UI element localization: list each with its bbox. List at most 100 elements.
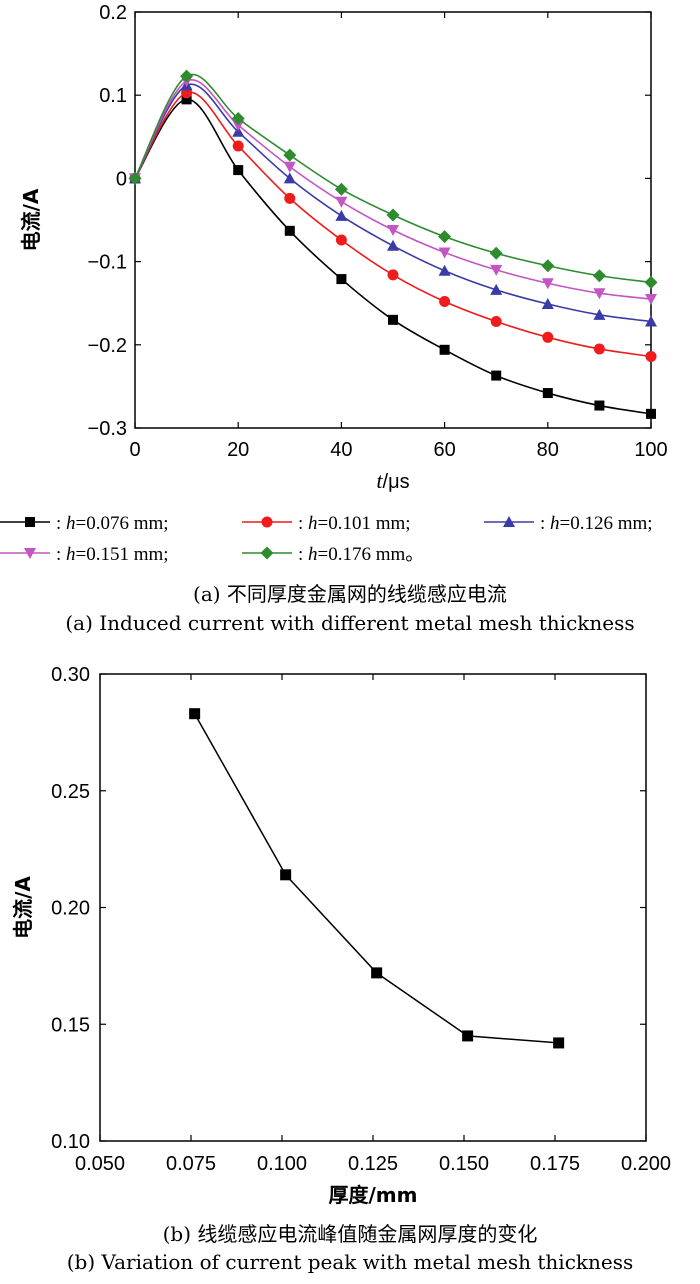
y-tick-label: 0.30 <box>51 664 90 686</box>
x-tick-label: 60 <box>433 439 455 461</box>
x-tick-label: 0.075 <box>166 1153 216 1175</box>
x-tick-label: 20 <box>227 439 249 461</box>
data-point <box>553 1037 565 1049</box>
data-point <box>542 388 553 399</box>
data-point <box>645 294 657 306</box>
data-point <box>387 239 399 251</box>
data-point <box>439 296 451 308</box>
data-point <box>284 225 295 236</box>
data-point <box>645 315 657 327</box>
data-point <box>189 708 201 720</box>
data-point <box>541 278 554 290</box>
legend-marker-4 <box>24 548 36 559</box>
legend-label-value: =0.151 mm; <box>76 544 169 565</box>
legend-marker-5 <box>260 546 274 560</box>
legend-label-var: h <box>308 544 318 565</box>
legend-label-prefix: : <box>56 513 66 534</box>
caption-a-english: (a) Induced current with different metal… <box>65 611 635 635</box>
series-line-1 <box>134 98 652 415</box>
data-point <box>594 400 605 411</box>
data-point <box>335 196 348 208</box>
data-point <box>541 259 555 273</box>
legend-label-var: h <box>66 513 76 534</box>
data-point <box>646 408 656 419</box>
y-axis-label: 电流/A <box>19 188 43 251</box>
x-axis-label: 厚度/mm <box>329 1183 418 1207</box>
chart-b: 0.050 0.075 0.100 0.125 0.150 0.175 0.200 0.30 0… <box>11 664 671 1207</box>
caption-b-chinese: (b) 线缆感应电流峰值随金属网厚度的变化 <box>162 1222 538 1246</box>
data-point <box>593 343 605 355</box>
data-point <box>128 171 142 185</box>
legend-label-prefix: : <box>540 513 550 534</box>
y-tick-label: −0.1 <box>88 252 127 274</box>
legend-label-5: : h=0.176 mm。 <box>298 544 424 565</box>
y-tick-label: 0.10 <box>51 1131 90 1153</box>
y-tick-label: 0.2 <box>99 2 127 24</box>
x-axis-label-unit: /μs <box>383 471 410 493</box>
series-line-2 <box>134 91 652 358</box>
data-point <box>490 283 503 295</box>
legend-label-value: =0.076 mm; <box>76 513 169 534</box>
x-tick-label: 0.050 <box>75 1153 125 1175</box>
legend-label-4: : h=0.151 mm; <box>56 544 169 565</box>
data-point <box>386 208 400 222</box>
data-point <box>644 275 658 289</box>
legend-label-3: : h=0.126 mm; <box>540 513 653 534</box>
x-axis-label: t/μs <box>376 468 409 493</box>
caption-a-chinese: (a) 不同厚度金属网的线缆感应电流 <box>193 582 507 606</box>
y-tick-label: 0.15 <box>51 1014 90 1036</box>
data-point <box>232 125 245 137</box>
data-point <box>335 234 347 246</box>
x-tick-label: 0.150 <box>439 1153 489 1175</box>
data-point <box>462 1030 474 1042</box>
data-point <box>593 308 606 320</box>
data-point <box>181 94 192 105</box>
legend-marker-3 <box>503 516 515 527</box>
data-point <box>592 269 606 283</box>
x-tick-label: 0 <box>129 439 140 461</box>
series-line <box>193 713 559 1044</box>
plot-frame <box>99 673 647 1142</box>
y-tick-label: 0.1 <box>99 85 127 107</box>
x-tick-label: 80 <box>537 439 559 461</box>
data-point <box>387 269 399 281</box>
x-tick-label: 0.200 <box>621 1153 671 1175</box>
data-point <box>180 69 194 83</box>
x-tick-label: 0.125 <box>348 1153 398 1175</box>
chart-a: 0 20 40 60 80 100 0.2 0.1 0 −0.1 −0.2 −0.3 t/μs 电流/A <box>19 2 668 493</box>
legend-label-value: =0.101 mm; <box>318 513 411 534</box>
data-point <box>231 111 245 125</box>
y-tick-label: 0 <box>116 168 127 190</box>
y-tick-label: 0.20 <box>51 898 90 920</box>
data-point <box>439 344 450 355</box>
legend-label-prefix: : <box>298 544 308 565</box>
data-point <box>371 967 383 979</box>
data-point <box>542 331 554 343</box>
data-point <box>387 224 399 236</box>
y-tick-label: −0.2 <box>88 335 127 357</box>
plot-frame <box>134 11 652 429</box>
y-axis-label: 电流/A <box>11 876 35 939</box>
x-tick-label: 100 <box>634 439 667 461</box>
legend-label-1: : h=0.076 mm; <box>56 513 169 534</box>
data-point <box>438 247 451 259</box>
chart-a-legend: : h=0.076 mm;: h=0.101 mm;: h=0.126 mm;:… <box>0 513 653 565</box>
legend-label-2: : h=0.101 mm; <box>298 513 411 534</box>
data-point <box>490 316 502 328</box>
y-tick-label: 0.25 <box>51 781 90 803</box>
x-tick-label: 0.100 <box>257 1153 307 1175</box>
series-line-4 <box>134 78 652 300</box>
data-point <box>280 869 292 881</box>
x-axis-label-var: t <box>376 468 383 493</box>
data-point <box>335 209 348 221</box>
caption-b-english: (b) Variation of current peak with metal… <box>66 1250 634 1274</box>
data-point <box>489 246 503 260</box>
legend-label-value: =0.126 mm; <box>560 513 653 534</box>
data-point <box>232 140 244 152</box>
data-point <box>232 120 245 132</box>
data-point <box>233 165 244 176</box>
y-tick-label: −0.3 <box>88 418 127 440</box>
data-point <box>491 370 502 381</box>
x-tick-label: 0.175 <box>530 1153 580 1175</box>
